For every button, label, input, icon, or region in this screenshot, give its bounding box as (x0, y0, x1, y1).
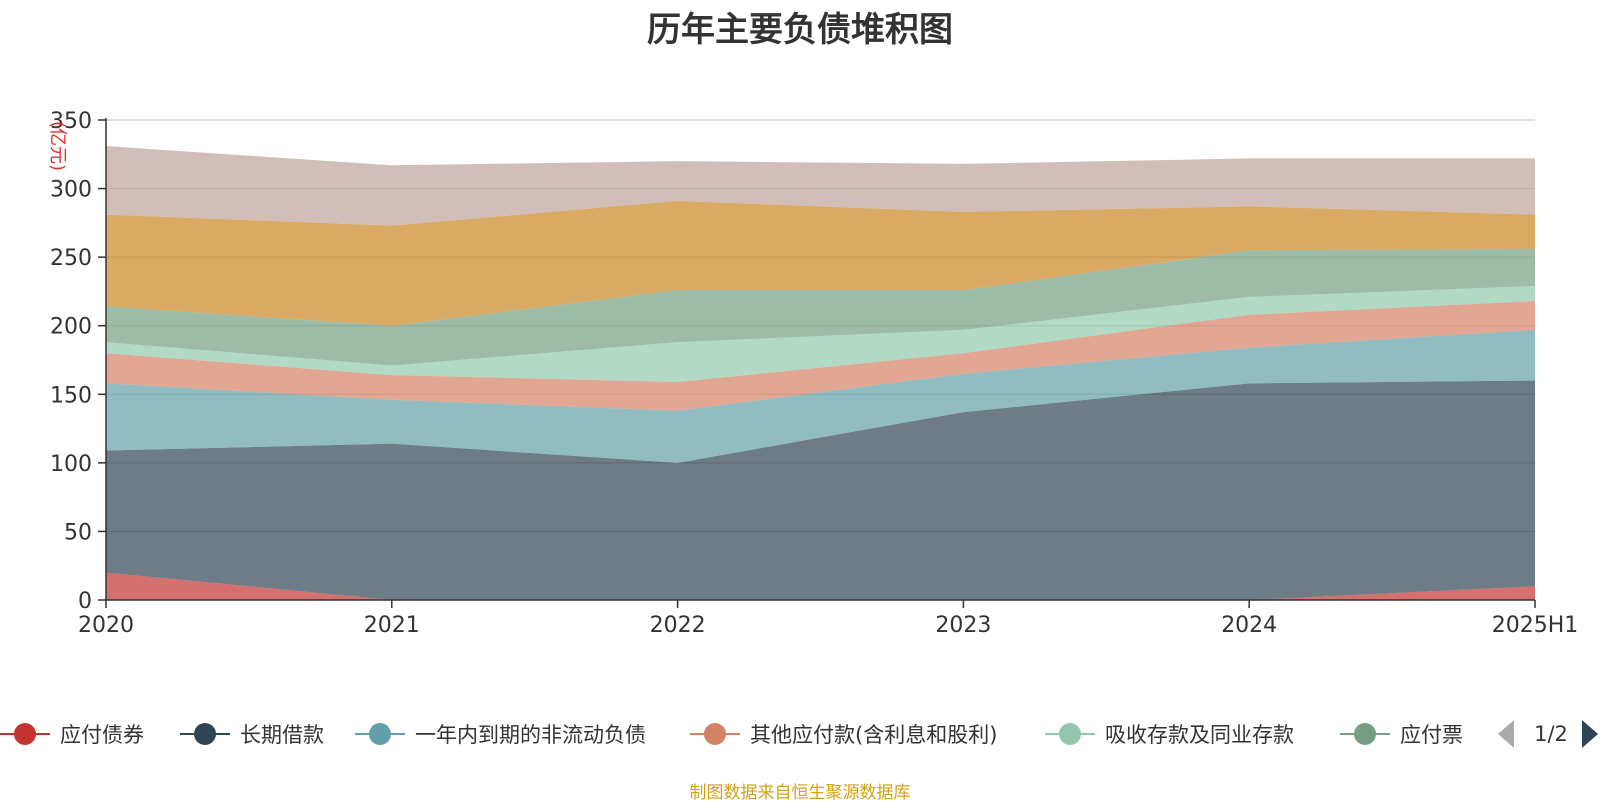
x-tick-label: 2023 (935, 613, 991, 638)
y-tick-label: 0 (78, 589, 92, 614)
legend-item[interactable]: 一年内到期的非流动负债 (355, 723, 646, 747)
legend-item[interactable]: 长期借款 (180, 723, 324, 747)
y-tick-label: 100 (50, 452, 92, 477)
area-series-0 (106, 572, 1535, 600)
legend-label: 应付票 (1400, 723, 1463, 747)
legend-next-page-icon[interactable] (1582, 720, 1598, 748)
area-series-1 (106, 380, 1535, 600)
y-tick-label: 300 (50, 178, 92, 203)
area-series-5 (106, 248, 1535, 366)
x-tick-labels: 2020 2021 2022 2023 2024 2025H1 (78, 613, 1578, 638)
area-series-4 (106, 285, 1535, 382)
y-tick-label: 50 (64, 520, 92, 545)
x-tick-label: 2021 (364, 613, 420, 638)
x-tick-label: 2025H1 (1492, 613, 1579, 638)
legend-label: 一年内到期的非流动负债 (415, 723, 646, 747)
legend-prev-page-icon[interactable] (1498, 720, 1514, 748)
legend-label: 长期借款 (240, 723, 324, 747)
y-tick-label: 350 (50, 109, 92, 134)
area-series-2 (106, 329, 1535, 463)
x-tick-label: 2022 (650, 613, 706, 638)
area-series-6 (106, 200, 1535, 326)
legend-circle-icon (194, 723, 216, 745)
legend-label: 吸收存款及同业存款 (1105, 723, 1294, 747)
y-tick-label: 250 (50, 246, 92, 271)
x-tick-label: 2020 (78, 613, 134, 638)
y-tick-labels: 0 50 100 150 200 250 300 350 (50, 109, 92, 614)
area-series-3 (106, 301, 1535, 411)
legend-item[interactable]: 应付票 (1340, 723, 1463, 747)
legend-item[interactable]: 其他应付款(含利息和股利) (690, 723, 997, 747)
legend-circle-icon (1059, 723, 1081, 745)
legend-circle-icon (1354, 723, 1376, 745)
x-tick-label: 2024 (1221, 613, 1277, 638)
area-series (106, 146, 1535, 600)
legend-label: 其他应付款(含利息和股利) (750, 723, 997, 747)
legend-circle-icon (14, 723, 36, 745)
y-axis-unit-label: (亿元) (47, 121, 68, 171)
axes (105, 118, 1535, 601)
y-tick-label: 150 (50, 383, 92, 408)
chart-title: 历年主要负债堆积图 (647, 10, 953, 50)
legend-circle-icon (704, 723, 726, 745)
legend-page-indicator: 1/2 (1534, 722, 1568, 746)
area-series-7 (106, 146, 1535, 226)
legend-item[interactable]: 应付债券 (0, 723, 144, 747)
y-tick-label: 200 (50, 315, 92, 340)
legend-circle-icon (369, 723, 391, 745)
legend: 应付债券 长期借款 一年内到期的非流动负债 其他应付款(含利息和股利) 吸收存款及同业存… (0, 723, 1463, 747)
legend-label: 应付债券 (60, 723, 144, 747)
legend-item[interactable]: 吸收存款及同业存款 (1045, 723, 1294, 747)
source-note: 制图数据来自恒生聚源数据库 (689, 783, 911, 803)
